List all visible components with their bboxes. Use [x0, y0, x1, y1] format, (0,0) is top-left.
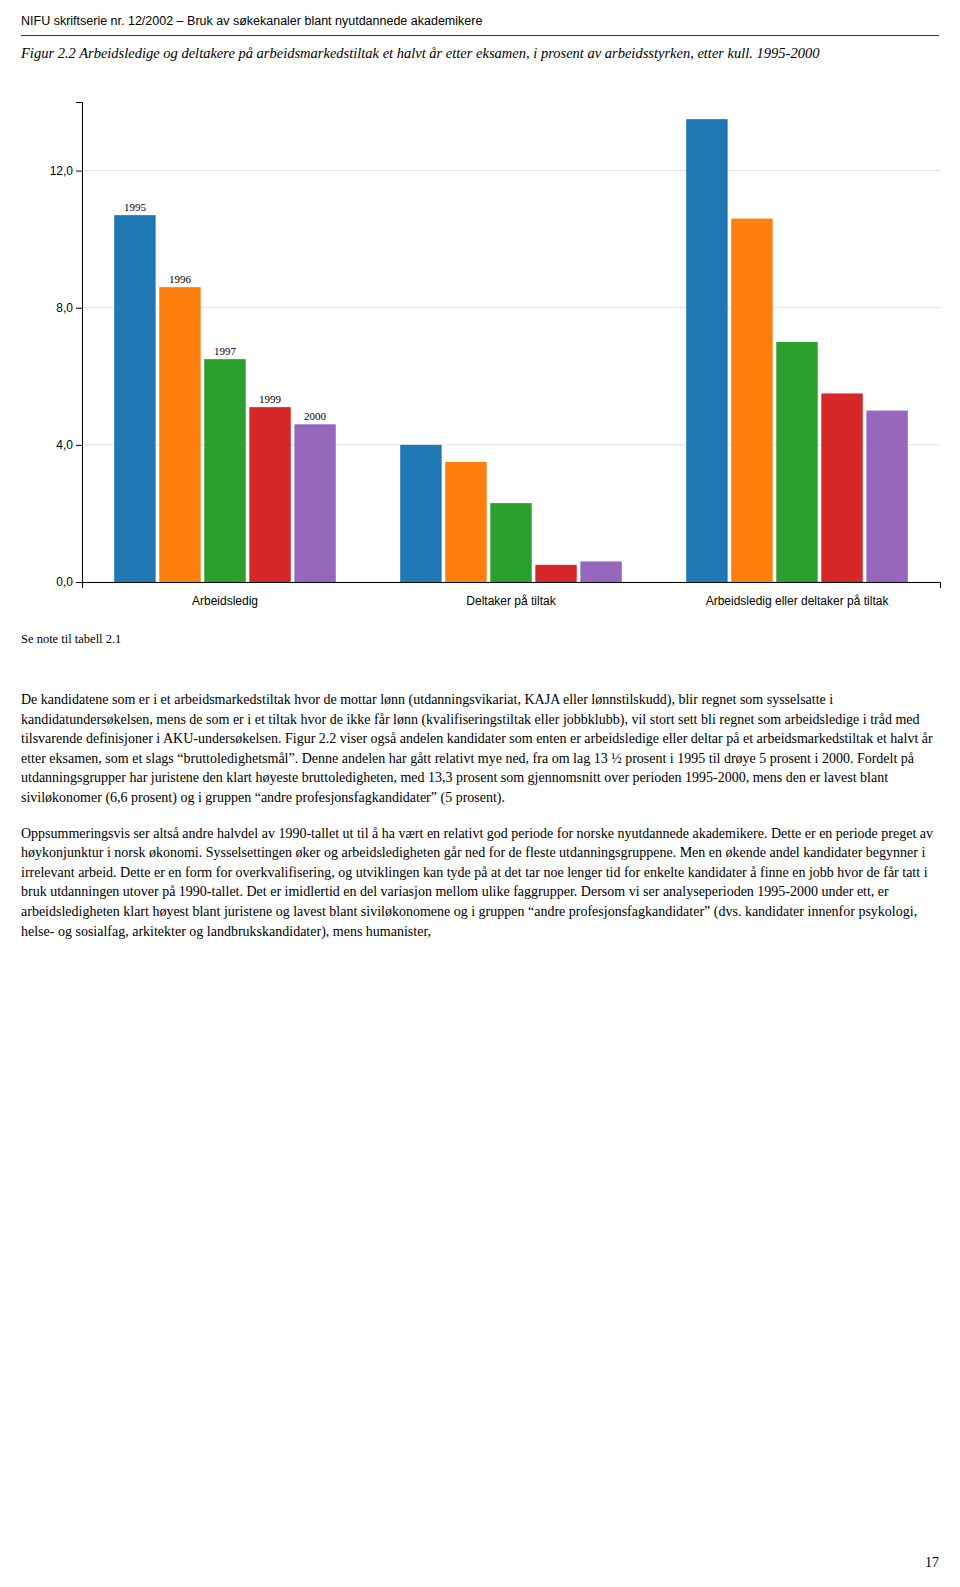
x-tick: Arbeidsledig eller deltaker på tiltak [706, 594, 890, 608]
page-number: 17 [925, 1555, 939, 1571]
bar [249, 407, 290, 582]
tick-mark [76, 308, 82, 309]
y-tick: 12,0 [50, 164, 82, 178]
plot-area: 1995 1996 1997 1999 2000 0,0 4,0 8,0 12,0 Arbeids… [50, 103, 941, 609]
header: NIFU skriftserie nr. 12/2002 – Bruk av s… [21, 14, 482, 28]
bar [686, 119, 727, 582]
bar [204, 359, 245, 582]
axis-line [83, 583, 941, 589]
paragraph: De kandidatene som er i et arbeidsmarked… [21, 690, 939, 808]
bar [731, 219, 772, 582]
x-tick: Arbeidsledig [192, 594, 258, 608]
y-axis: 0,0 4,0 8,0 12,0 [50, 103, 83, 590]
series-label: 2000 [304, 410, 327, 422]
tick-label: 4,0 [56, 438, 73, 452]
series-label: 1997 [214, 345, 237, 357]
tick-mark [76, 582, 82, 583]
page: NIFU skriftserie nr. 12/2002 – Bruk av s… [0, 0, 960, 1587]
y-tick: 4,0 [56, 438, 82, 452]
bar [535, 565, 576, 582]
bars [114, 119, 908, 582]
x-axis: Arbeidsledig Deltaker på tiltak Arbeidsled… [83, 583, 941, 609]
tick-label: Deltaker på tiltak [466, 594, 556, 608]
body-text: De kandidatene som er i et arbeidsmarked… [21, 690, 939, 957]
bar [580, 561, 621, 582]
tick-label: 0,0 [56, 575, 73, 589]
tick-label: Arbeidsledig [192, 594, 258, 608]
tick-mark [76, 171, 82, 172]
tick-label: 8,0 [56, 301, 73, 315]
series-label: 1995 [124, 201, 147, 213]
grid-line [82, 307, 940, 308]
x-tick: Deltaker på tiltak [466, 594, 556, 608]
bar [294, 424, 335, 582]
tick-label: Arbeidsledig eller deltaker på tiltak [706, 594, 890, 608]
series-label: 1996 [169, 273, 192, 285]
bar [821, 393, 862, 582]
tick-mark [76, 445, 82, 446]
bar [445, 462, 486, 582]
bar [114, 215, 155, 582]
series-label: 1999 [259, 393, 282, 405]
bar [490, 503, 531, 582]
series-labels: 1995 1996 1997 1999 2000 [124, 201, 327, 422]
bar [776, 342, 817, 582]
note: Se note til tabell 2.1 [21, 632, 121, 647]
bar [159, 287, 200, 582]
bar [866, 411, 907, 582]
chart: 1995 1996 1997 1999 2000 0,0 4,0 8,0 12,0 Arbeids… [0, 82, 960, 622]
grid-line [82, 170, 940, 171]
chart-title: Figur 2.2 Arbeidsledige og deltakere på … [21, 44, 939, 63]
grid [82, 171, 940, 582]
y-tick: 8,0 [56, 301, 82, 315]
y-tick: 0,0 [56, 575, 82, 589]
bar [400, 445, 441, 582]
paragraph: Oppsummeringsvis ser altså andre halvdel… [21, 824, 939, 942]
header-rule [21, 35, 939, 36]
axis-line [76, 103, 83, 583]
tick-label: 12,0 [50, 164, 74, 178]
